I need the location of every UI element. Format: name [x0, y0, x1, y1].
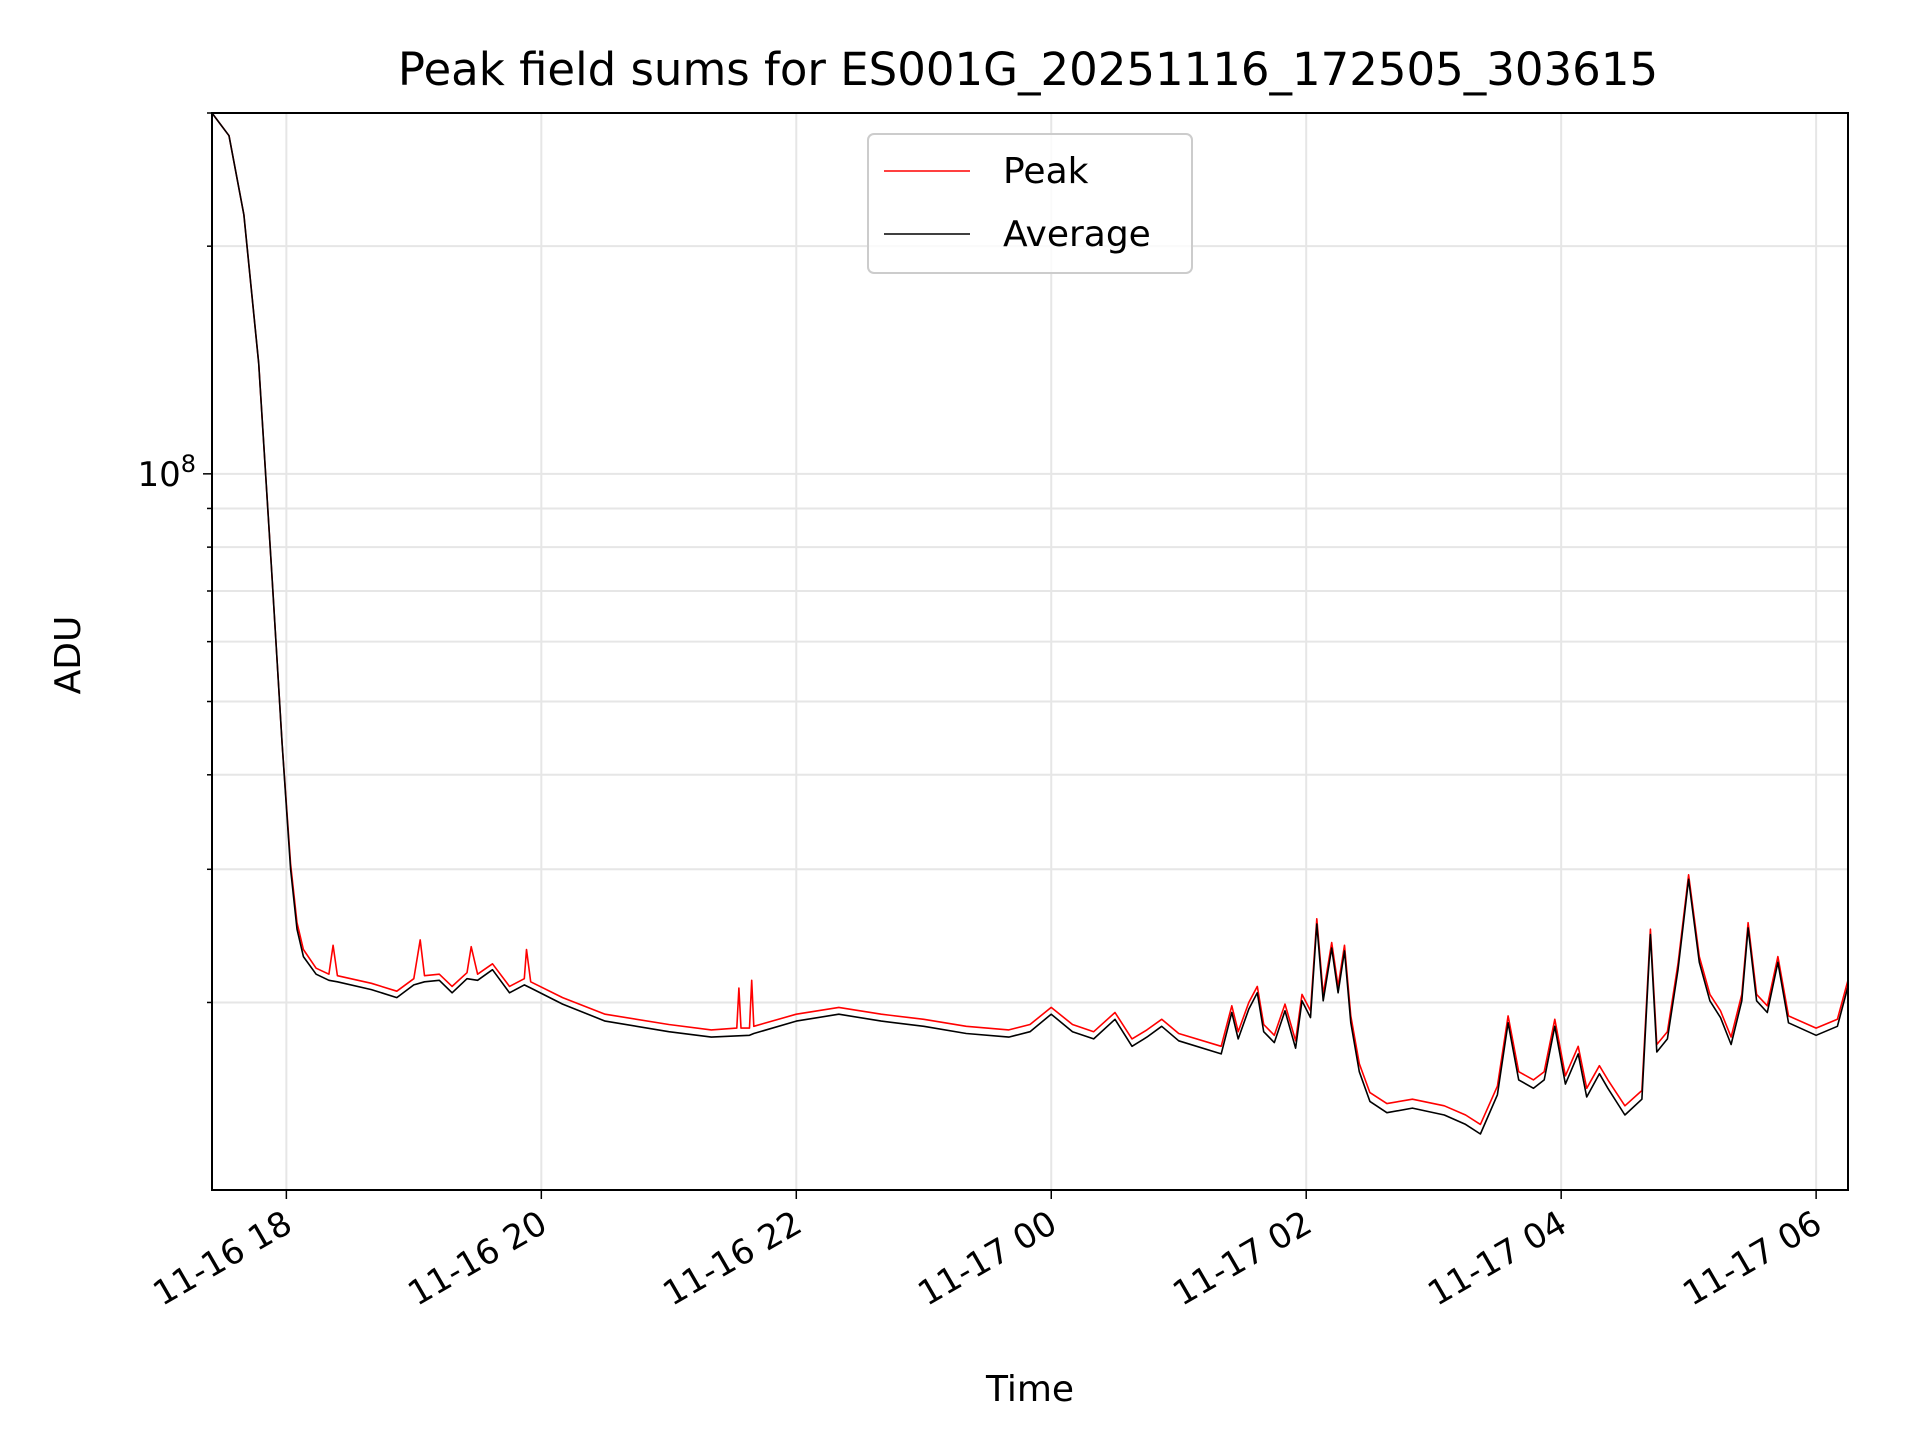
series-line-average — [212, 113, 1848, 1135]
legend-label-average: Average — [1003, 214, 1151, 255]
y-tick-base: 10 — [137, 455, 180, 495]
chart-title: Peak field sums for ES001G_20251116_1725… — [398, 43, 1658, 96]
y-axis-label: ADU — [48, 616, 89, 695]
y-tick-exponent: 8 — [181, 450, 196, 478]
series-layer — [212, 113, 1848, 1135]
legend-label-peak: Peak — [1003, 151, 1089, 192]
legend: Peak Average — [867, 133, 1193, 274]
y-tick-label: 108 — [137, 450, 196, 495]
plot-frame — [211, 112, 1849, 1191]
y-axis: 108 — [137, 112, 212, 1004]
x-axis-label: Time — [985, 1369, 1074, 1410]
legend-box — [867, 133, 1193, 274]
